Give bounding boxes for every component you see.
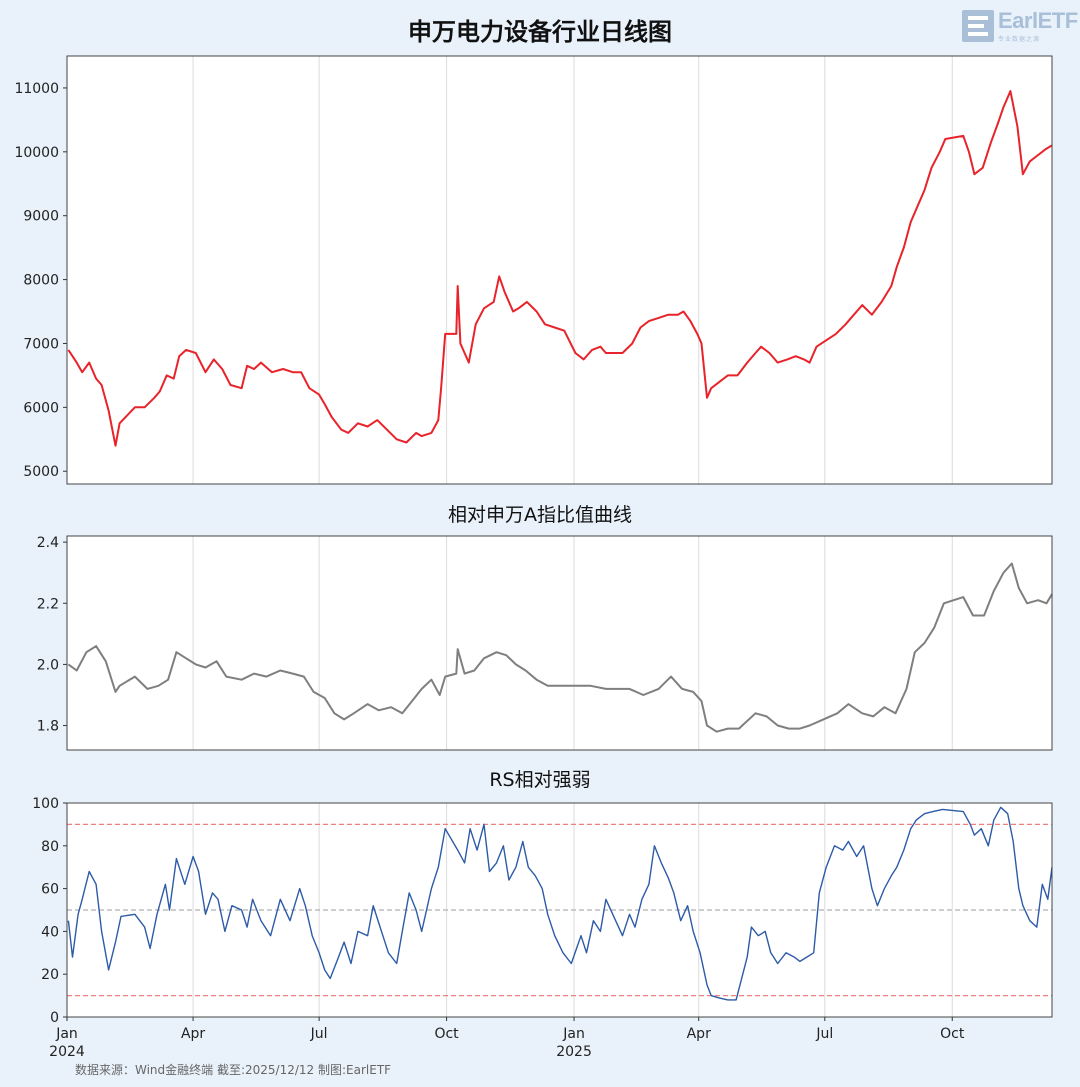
x-tick-label: Jan — [55, 1026, 78, 1042]
x-tick-label: Jan — [562, 1026, 585, 1042]
chart-main-title: 申万电力设备行业日线图 — [408, 18, 672, 46]
price-y-tick-label: 11000 — [14, 81, 59, 97]
price-y-tick-label: 9000 — [23, 209, 59, 225]
x-tick-label: Apr — [181, 1026, 205, 1042]
x-tick-label: Oct — [940, 1026, 965, 1042]
x-tick-label: Oct — [434, 1026, 459, 1042]
rs-series-line — [67, 806, 1053, 1001]
rs-y-tick-label: 80 — [41, 839, 59, 855]
price-y-tick-label: 6000 — [23, 400, 59, 416]
earletf-logo: EarlETF 专业数据之源 — [962, 8, 1078, 44]
ratio-y-tick-label: 1.8 — [37, 719, 59, 735]
ratio-y-tick-label: 2.2 — [37, 596, 59, 612]
rs-y-tick-label: 60 — [41, 882, 59, 898]
ratio-y-tick-label: 2.0 — [37, 657, 59, 673]
data-source-note: 数据来源：Wind金融终端 截至:2025/12/12 制图:EarlETF — [75, 1063, 392, 1077]
ratio-plot-frame — [66, 535, 1053, 751]
rs-panel-title: RS相对强弱 — [489, 769, 591, 791]
ratio-series-line — [67, 562, 1053, 733]
price-y-tick-label: 8000 — [23, 273, 59, 289]
x-tick-label: Jul — [310, 1026, 328, 1042]
price-y-tick-label: 10000 — [14, 145, 59, 161]
rs-y-tick-label: 0 — [50, 1010, 59, 1026]
x-tick-label: Jul — [815, 1026, 833, 1042]
x-tick-label: Apr — [687, 1026, 711, 1042]
ratio-panel-title: 相对申万A指比值曲线 — [448, 504, 632, 526]
rs-y-tick-label: 100 — [32, 796, 59, 812]
price-plot-frame — [66, 55, 1053, 485]
logo-mark-icon — [962, 10, 994, 42]
x-tick-year-label: 2024 — [49, 1044, 85, 1060]
price-plot-area — [67, 56, 1052, 484]
rs-y-tick-label: 20 — [41, 967, 59, 983]
logo-text: EarlETF — [998, 8, 1078, 33]
logo-subtext: 专业数据之源 — [998, 36, 1041, 43]
ratio-y-tick-label: 2.4 — [37, 535, 59, 551]
price-series-line — [67, 90, 1053, 447]
ratio-plot-area — [67, 536, 1052, 750]
price-y-tick-label: 7000 — [23, 336, 59, 352]
rs-y-tick-label: 40 — [41, 924, 59, 940]
price-y-tick-label: 5000 — [23, 464, 59, 480]
x-tick-year-label: 2025 — [556, 1044, 592, 1060]
rs-plot-frame — [66, 802, 1053, 1018]
